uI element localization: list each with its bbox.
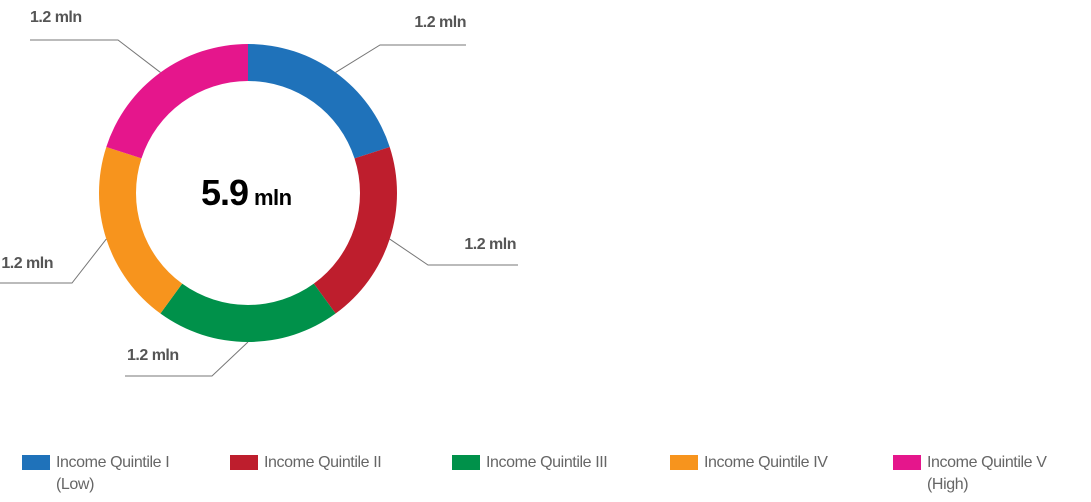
legend-item: Income Quintile II [230, 452, 430, 474]
donut-segment [106, 44, 249, 159]
donut-segment [99, 146, 183, 314]
value-label: 1.2 mln [30, 9, 82, 26]
chart: 5.9 mln 1.2 mln 1.2 mln 1.2 mln 1.2 mln 1.2 … [0, 9, 518, 377]
donut-segment [248, 44, 390, 159]
value-label: 1.2 mln [414, 14, 466, 31]
legend: Income Quintile I (Low) Income Quintile I… [22, 452, 1091, 502]
legend-label: Income Quintile III [486, 454, 608, 471]
legend-label: Income Quintile I (Low) [56, 454, 170, 493]
value-label: 1.2 mln [127, 347, 179, 364]
leader-line [335, 44, 466, 73]
leader-line [0, 238, 107, 284]
legend-swatch [452, 455, 480, 470]
donut-segment [160, 283, 336, 342]
legend-item: Income Quintile III [452, 452, 652, 474]
legend-item: Income Quintile V (High) [893, 452, 1053, 496]
leader-line [125, 341, 249, 377]
center-unit: mln [254, 185, 292, 210]
legend-swatch [893, 455, 921, 470]
leader-line [389, 238, 518, 266]
legend-swatch [670, 455, 698, 470]
legend-item: Income Quintile I (Low) [22, 452, 172, 496]
center-value: 5.9 [201, 172, 248, 213]
legend-item: Income Quintile IV [670, 452, 870, 474]
value-label: 1.2 mln [464, 236, 516, 253]
donut-segment [313, 146, 397, 314]
legend-label: Income Quintile V (High) [927, 454, 1047, 493]
legend-swatch [22, 455, 50, 470]
legend-label: Income Quintile IV [704, 454, 828, 471]
value-label: 1.2 mln [1, 255, 53, 272]
legend-swatch [230, 455, 258, 470]
leader-line [30, 39, 161, 73]
legend-label: Income Quintile II [264, 454, 382, 471]
